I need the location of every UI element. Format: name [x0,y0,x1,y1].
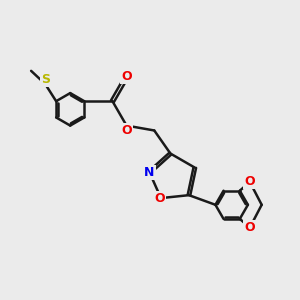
Text: O: O [121,70,132,83]
Text: O: O [154,192,165,205]
Text: O: O [244,221,255,234]
Text: N: N [144,166,155,179]
Text: S: S [41,73,50,86]
Text: O: O [122,124,133,137]
Text: O: O [244,176,255,188]
